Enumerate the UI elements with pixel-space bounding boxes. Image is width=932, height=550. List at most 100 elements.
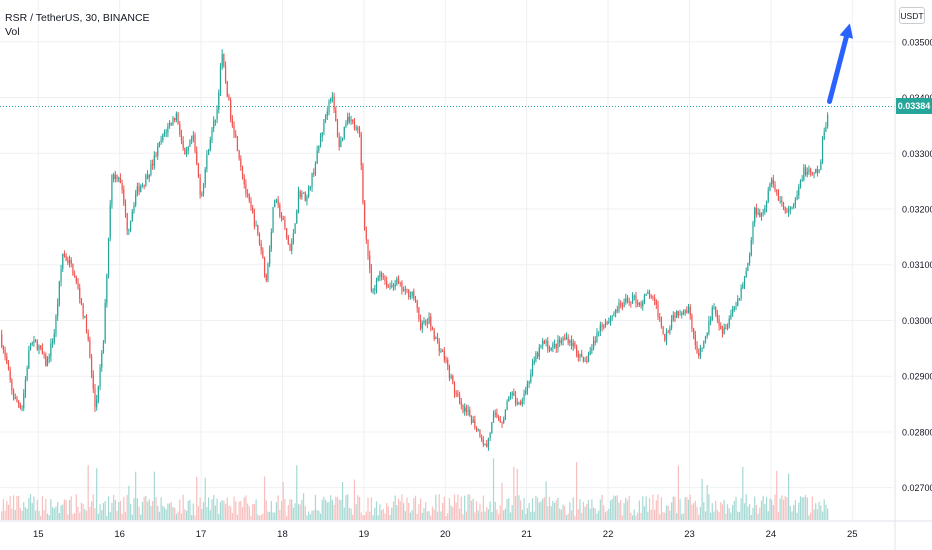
candle-body [102,341,105,353]
price-tick-label: 0.02900 [902,372,932,382]
volume-bar [669,510,671,520]
volume-bar [487,509,490,520]
volume-bar [587,499,590,520]
volume-bar [787,473,790,520]
candle-body [754,208,756,223]
volume-bar [659,514,661,520]
volume-bar [689,494,691,520]
candle-body [730,314,732,319]
candle-body [235,134,237,137]
time-tick-label: 20 [440,529,451,540]
candle-body [377,277,379,281]
volume-bar [553,503,556,520]
arrow-annotation[interactable] [827,23,854,104]
candle-body [184,147,186,155]
volume-bar [687,499,690,520]
candle-body [720,325,722,329]
volume-bar [36,499,38,520]
volume-bar [335,496,337,520]
volume-bar [464,495,466,520]
volume-bar [241,507,244,520]
candle-body [109,204,111,238]
candle-body [158,141,161,147]
candle-body [292,233,295,243]
candle-body [2,346,5,350]
candle-body [72,263,74,276]
volume-bar [686,497,688,520]
volume-bar [559,508,561,520]
candle-body [584,360,586,362]
candle-body [642,302,644,307]
candle-body [796,195,798,200]
volume-bar [572,497,574,520]
volume-bar [535,495,537,520]
volume-bar [362,515,364,520]
volume-bar [180,513,183,520]
candle-body [131,211,133,221]
candle-body [406,288,408,290]
candle-body [213,120,215,129]
time-axis[interactable]: 15 16 17 18 19 20 21 22 23 24 25 [0,520,932,540]
volume-bar [19,507,21,520]
time-tick-label: 19 [359,529,370,540]
candle-body [302,192,305,194]
symbol-title[interactable]: RSR / TetherUS, 30, BINANCE [5,12,150,24]
candle-body [221,54,223,67]
volume-bar [677,465,679,520]
volume-bar [638,500,640,520]
volume-bar [202,502,205,520]
time-tick-label: 16 [114,529,125,540]
volume-bar [548,496,551,520]
volume-bar [538,502,540,520]
candle-body [747,262,749,272]
volume-bar [350,508,352,520]
volume-bar [416,513,418,520]
volume-bar [581,512,583,520]
candle-body [191,139,193,141]
candle-body [369,255,371,269]
volume-bar [564,506,566,520]
candle-body [689,307,691,316]
volume-indicator-label[interactable]: Vol [5,26,20,38]
candle-body [540,345,542,348]
price-axis[interactable]: 0.03500 0.03400 0.03300 0.03200 0.03100 0.030… [894,0,932,550]
volume-bar [411,510,413,520]
volume-bar [258,515,261,520]
candle-body [107,237,110,276]
volume-bar [413,498,415,520]
volume-bar [806,497,808,520]
volume-bar [598,510,600,520]
volume-bar [604,512,607,520]
volume-bar [616,495,618,520]
candle-body [608,321,610,323]
volume-bar [406,497,408,520]
volume-bar [826,508,829,520]
volume-bar [489,501,491,520]
volume-bar [458,508,461,520]
volume-bar [620,499,622,520]
candle-body [267,263,269,281]
candle-body [174,117,176,121]
volume-bar [174,507,176,520]
volume-bar [196,476,198,520]
volume-bar [643,506,646,520]
candle-body [440,351,442,353]
candle-body [806,172,808,175]
candle-body [202,184,205,195]
volume-bar [191,514,193,520]
candle-body [594,340,596,343]
candle-body [467,409,469,412]
candlesticks [1,49,829,451]
currency-button[interactable]: USDT [899,7,925,24]
volume-bar [148,499,150,520]
candle-body [182,140,184,148]
volume-bar [357,495,359,520]
candle-body [462,404,464,412]
volume-bar [611,498,613,520]
candle-body [162,134,164,140]
volume-bar [389,514,391,520]
volume-bar [540,501,542,520]
candle-body [521,400,523,405]
candle-body [177,113,179,125]
